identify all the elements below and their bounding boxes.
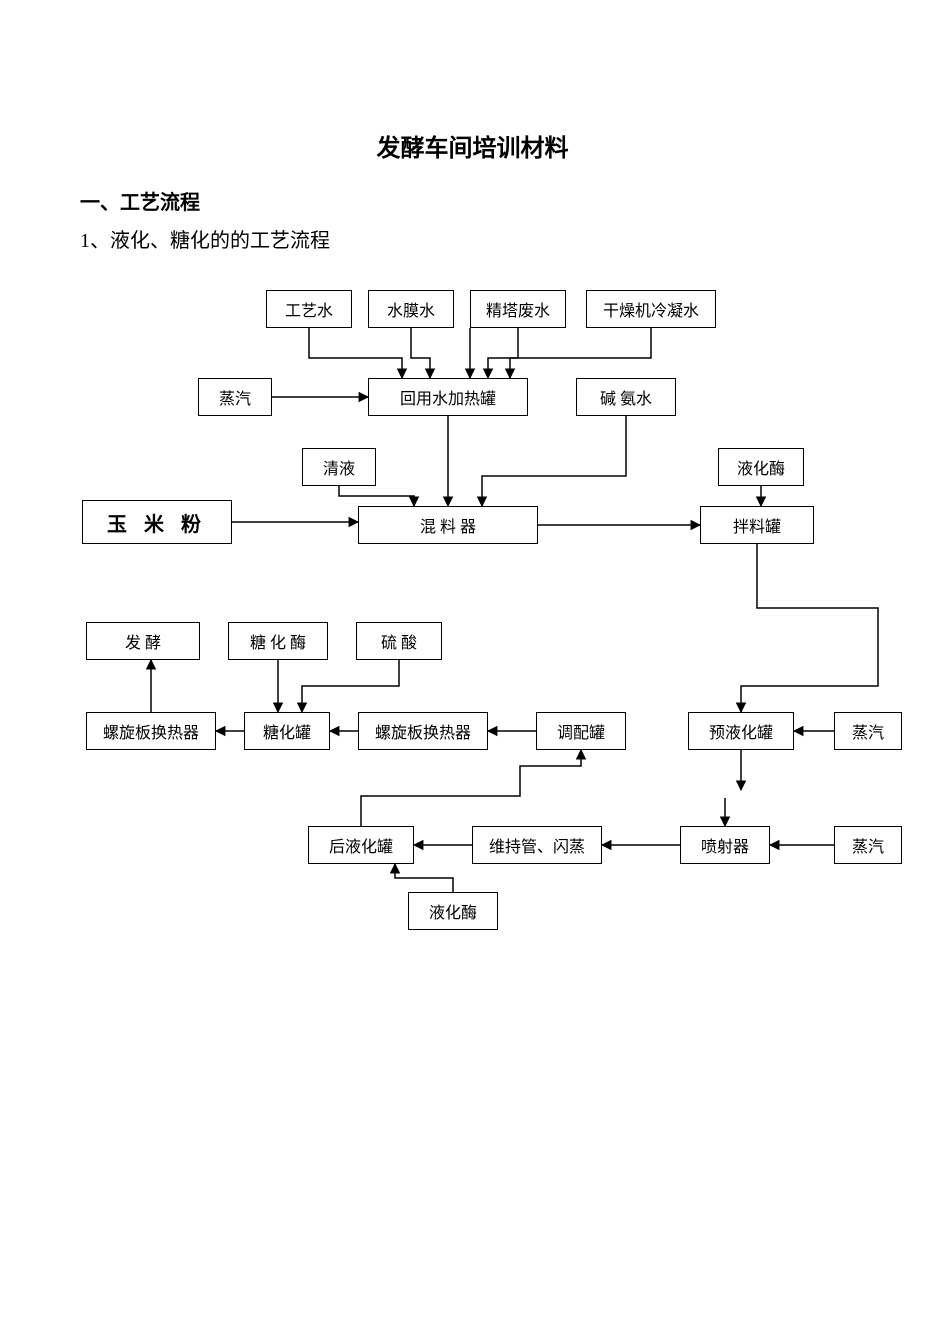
flow-node-n8: 清液: [302, 448, 376, 486]
flow-edge-20: [361, 750, 581, 826]
flow-node-n16: 螺旋板换热器: [86, 712, 216, 750]
flow-edge-26: [395, 864, 453, 892]
flow-edge-12: [741, 544, 878, 712]
flow-node-n3: 精塔废水: [470, 290, 566, 328]
flow-node-n18: 螺旋板换热器: [358, 712, 488, 750]
flow-node-n19: 调配罐: [536, 712, 626, 750]
flow-node-n9: 液化酶: [718, 448, 804, 486]
flow-edge-8: [339, 486, 414, 506]
flow-node-n25: 蒸汽: [834, 826, 902, 864]
flow-node-n15: 硫 酸: [356, 622, 442, 660]
flow-edge-14: [302, 660, 399, 712]
flow-node-n13: 发 酵: [86, 622, 200, 660]
flow-edge-0: [309, 328, 402, 378]
flow-edge-3: [488, 328, 518, 378]
flow-node-n14: 糖 化 酶: [228, 622, 328, 660]
flow-edge-7: [482, 416, 626, 506]
flow-node-n21: 蒸汽: [834, 712, 902, 750]
flow-node-n4: 干燥机冷凝水: [586, 290, 716, 328]
flow-node-n24: 喷射器: [680, 826, 770, 864]
flow-node-n20: 预液化罐: [688, 712, 794, 750]
section-heading: 一、工艺流程: [80, 186, 200, 215]
flow-edge-1: [411, 328, 430, 378]
flow-node-n26: 液化酶: [408, 892, 498, 930]
flow-node-n6: 回用水加热罐: [368, 378, 528, 416]
page-title: 发酵车间培训材料: [0, 128, 945, 163]
flow-node-n1: 工艺水: [266, 290, 352, 328]
flow-node-n22: 后液化罐: [308, 826, 414, 864]
flow-node-n17: 糖化罐: [244, 712, 330, 750]
flow-node-n23: 维持管、闪蒸: [472, 826, 602, 864]
flow-node-n10: 玉 米 粉: [82, 500, 232, 544]
subsection-heading: 1、液化、糖化的的工艺流程: [80, 224, 330, 253]
flow-node-n2: 水膜水: [368, 290, 454, 328]
flow-edge-4: [510, 328, 651, 378]
flow-node-n7: 碱 氨水: [576, 378, 676, 416]
flow-node-n11: 混 料 器: [358, 506, 538, 544]
flow-node-n12: 拌料罐: [700, 506, 814, 544]
flow-node-n5: 蒸汽: [198, 378, 272, 416]
